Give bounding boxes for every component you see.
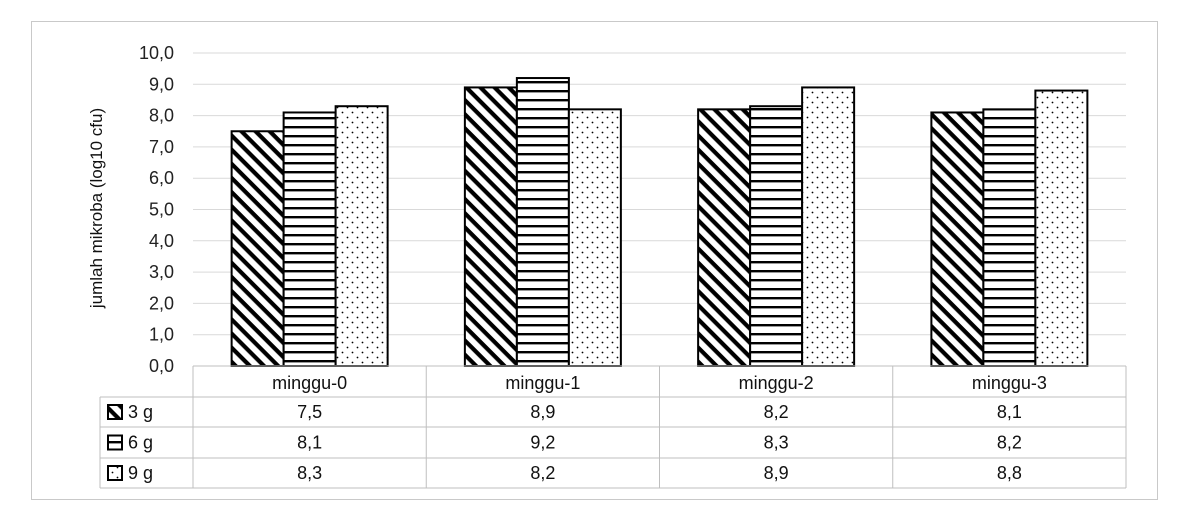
y-tick-label: 9,0 (149, 74, 174, 94)
data-label: 8,8 (997, 463, 1022, 483)
y-tick-label: 4,0 (149, 231, 174, 251)
data-label: 8,1 (997, 402, 1022, 422)
bar (230, 130, 285, 367)
data-label: 8,2 (530, 463, 555, 483)
data-label: 9,2 (530, 433, 555, 453)
y-tick-label: 8,0 (149, 106, 174, 126)
data-label: 8,3 (764, 433, 789, 453)
y-tick-label: 3,0 (149, 262, 174, 282)
bar (463, 86, 518, 368)
category-label: minggu-3 (972, 373, 1047, 393)
bar (801, 86, 856, 368)
data-label: 8,2 (764, 402, 789, 422)
bar (697, 108, 752, 367)
data-label: 8,3 (297, 463, 322, 483)
legend-label: 6 g (128, 433, 153, 453)
bar (982, 108, 1037, 367)
y-tick-label: 1,0 (149, 325, 174, 345)
legend-key (107, 434, 123, 451)
y-tick-label: 10,0 (139, 43, 174, 63)
legend-label: 9 g (128, 463, 153, 483)
bar (515, 77, 570, 367)
bar (282, 111, 337, 367)
bar (567, 108, 622, 367)
y-tick-label: 0,0 (149, 356, 174, 376)
data-label: 8,9 (530, 402, 555, 422)
bar (930, 111, 985, 367)
data-label: 8,1 (297, 433, 322, 453)
category-label: minggu-2 (739, 373, 814, 393)
bars (230, 77, 1089, 368)
y-tick-label: 5,0 (149, 200, 174, 220)
category-label: minggu-1 (505, 373, 580, 393)
data-label: 8,9 (764, 463, 789, 483)
y-axis-label: jumlah mikroba (log10 cfu) (87, 108, 106, 309)
data-label: 8,2 (997, 433, 1022, 453)
bar (1034, 89, 1089, 367)
y-tick-label: 2,0 (149, 293, 174, 313)
data-table: minggu-0 minggu-1 minggu-2 minggu-3 3 g 7,5 8,… (99, 365, 1127, 489)
category-label: minggu-0 (272, 373, 347, 393)
y-tick-label: 6,0 (149, 168, 174, 188)
legend-key (107, 465, 123, 481)
bar (334, 105, 389, 368)
y-tick-label: 7,0 (149, 137, 174, 157)
bar (749, 105, 804, 368)
data-label: 7,5 (297, 402, 322, 422)
y-tick-labels: 0,0 1,0 2,0 3,0 4,0 5,0 6,0 7,0 8,0 9,0 10,0 (139, 43, 174, 376)
legend-label: 3 g (128, 402, 153, 422)
legend-key (107, 404, 123, 420)
